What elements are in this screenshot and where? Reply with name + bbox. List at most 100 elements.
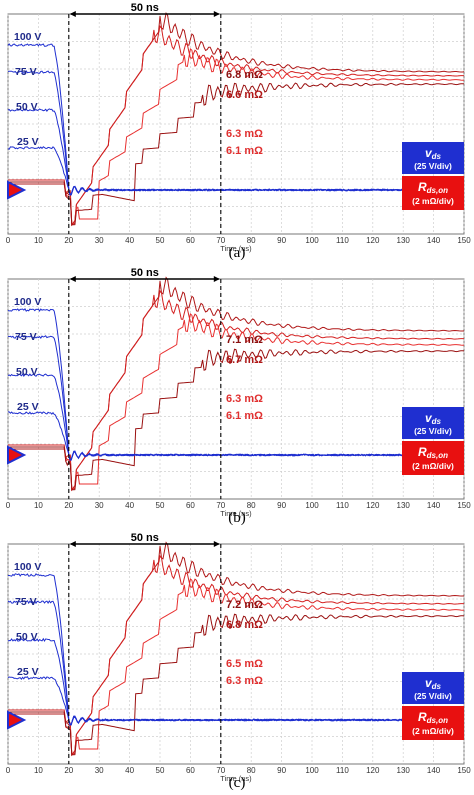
x-tick-label: 30	[95, 501, 104, 510]
panel-caption: (a)	[228, 245, 246, 261]
panel-caption: (c)	[228, 775, 246, 791]
x-tick-label: 140	[427, 236, 441, 245]
voltage-level-label: 50 V	[16, 631, 38, 643]
x-axis-label: Time (ns)	[220, 244, 252, 253]
voltage-level-label: 25 V	[17, 401, 39, 413]
x-tick-label: 60	[186, 501, 195, 510]
voltage-level-label: 100 V	[14, 561, 41, 573]
rdson-trace	[8, 82, 465, 226]
resistance-label: 6.7 mΩ	[226, 354, 263, 366]
x-tick-label: 130	[397, 766, 411, 775]
x-tick-label: 100	[305, 766, 319, 775]
resistance-label: 6.3 mΩ	[226, 393, 263, 405]
waveform-chart: 0 10 20 30 40 50 60 70 80 90 100 110 120 130 140 150 Tim…	[6, 267, 471, 518]
x-tick-label: 90	[277, 236, 286, 245]
x-tick-label: 150	[457, 236, 471, 245]
x-tick-label: 70	[216, 236, 225, 245]
resistance-label: 6.3 mΩ	[226, 128, 263, 140]
interval-arrowhead	[69, 276, 76, 282]
x-tick-label: 30	[95, 766, 104, 775]
x-tick-label: 120	[366, 236, 380, 245]
x-tick-label: 140	[427, 501, 441, 510]
waveform-chart: 0 10 20 30 40 50 60 70 80 90 100 110 120 130 140 150 Tim…	[6, 2, 471, 253]
x-tick-label: 80	[247, 766, 256, 775]
voltage-level-label: 75 V	[15, 331, 37, 343]
resistance-label: 7.1 mΩ	[226, 334, 263, 346]
legend-rdson-box	[402, 441, 464, 475]
x-tick-label: 140	[427, 766, 441, 775]
resistance-label: 6.8 mΩ	[226, 619, 263, 631]
x-tick-label: 20	[64, 766, 73, 775]
waveform-panel-a: 0 10 20 30 40 50 60 70 80 90 100 110 120 130 140 150 Tim…	[0, 0, 474, 265]
legend-rdson-box	[402, 176, 464, 210]
voltage-level-label: 50 V	[16, 366, 38, 378]
voltage-level-label: 25 V	[17, 136, 39, 148]
x-tick-label: 50	[156, 236, 165, 245]
ground-marker	[7, 180, 27, 200]
x-tick-label: 90	[277, 501, 286, 510]
x-tick-label: 60	[186, 236, 195, 245]
x-tick-label: 40	[125, 501, 134, 510]
rdson-trace	[8, 578, 465, 756]
x-tick-label: 130	[397, 501, 411, 510]
x-tick-label: 10	[34, 501, 43, 510]
legend-vds-scale: (25 V/div)	[414, 691, 452, 701]
voltage-level-label: 100 V	[14, 296, 41, 308]
x-tick-label: 60	[186, 766, 195, 775]
legend-vds-scale: (25 V/div)	[414, 426, 452, 436]
x-axis-label: Time (ns)	[220, 509, 252, 518]
x-tick-label: 20	[64, 501, 73, 510]
resistance-label: 6.8 mΩ	[226, 69, 263, 81]
legend-rdson-scale: (2 mΩ/div)	[412, 726, 454, 736]
rdson-trace	[8, 48, 465, 226]
x-tick-label: 120	[366, 501, 380, 510]
interval-arrowhead	[213, 11, 220, 17]
x-tick-label: 100	[305, 236, 319, 245]
ground-marker	[7, 445, 27, 465]
x-tick-label: 10	[34, 236, 43, 245]
rdson-trace	[8, 348, 465, 491]
voltage-level-label: 75 V	[15, 66, 37, 78]
x-tick-label: 30	[95, 236, 104, 245]
legend-vds-box	[402, 407, 464, 439]
interval-arrowhead	[213, 276, 220, 282]
x-tick-label: 40	[125, 236, 134, 245]
rdson-trace	[8, 613, 465, 756]
vds-trace	[7, 146, 463, 196]
interval-arrowhead	[69, 11, 76, 17]
x-tick-label: 10	[34, 766, 43, 775]
vds-trace	[8, 411, 463, 461]
ground-marker	[7, 710, 27, 730]
interval-label: 50 ns	[131, 532, 159, 544]
legend-vds-box	[402, 672, 464, 704]
panel-caption: (b)	[228, 510, 246, 526]
x-tick-label: 40	[125, 766, 134, 775]
vds-trace	[7, 676, 463, 725]
x-axis-label: Time (ns)	[220, 774, 252, 783]
voltage-level-label: 75 V	[15, 596, 37, 608]
waveform-chart: 0 10 20 30 40 50 60 70 80 90 100 110 120 130 140 150 Tim…	[6, 532, 471, 783]
x-tick-label: 0	[6, 236, 11, 245]
legend-rdson-scale: (2 mΩ/div)	[412, 461, 454, 471]
legend-rdson-box	[402, 706, 464, 740]
x-tick-label: 90	[277, 766, 286, 775]
voltage-level-label: 50 V	[16, 101, 38, 113]
x-tick-label: 50	[156, 501, 165, 510]
x-tick-label: 50	[156, 766, 165, 775]
x-tick-label: 100	[305, 501, 319, 510]
rdson-trace	[8, 289, 465, 492]
resistance-label: 6.6 mΩ	[226, 89, 263, 101]
interval-label: 50 ns	[131, 267, 159, 279]
x-tick-label: 150	[457, 766, 471, 775]
resistance-label: 7.2 mΩ	[226, 599, 263, 611]
x-tick-label: 70	[216, 501, 225, 510]
voltage-level-label: 25 V	[17, 666, 39, 678]
x-tick-label: 0	[6, 501, 11, 510]
waveform-panel-c: 0 10 20 30 40 50 60 70 80 90 100 110 120 130 140 150 Tim…	[0, 530, 474, 795]
legend-vds-scale: (25 V/div)	[414, 161, 452, 171]
x-tick-label: 0	[6, 766, 11, 775]
interval-arrowhead	[69, 541, 76, 547]
voltage-level-label: 100 V	[14, 31, 41, 43]
interval-arrowhead	[213, 541, 220, 547]
interval-label: 50 ns	[131, 2, 159, 14]
